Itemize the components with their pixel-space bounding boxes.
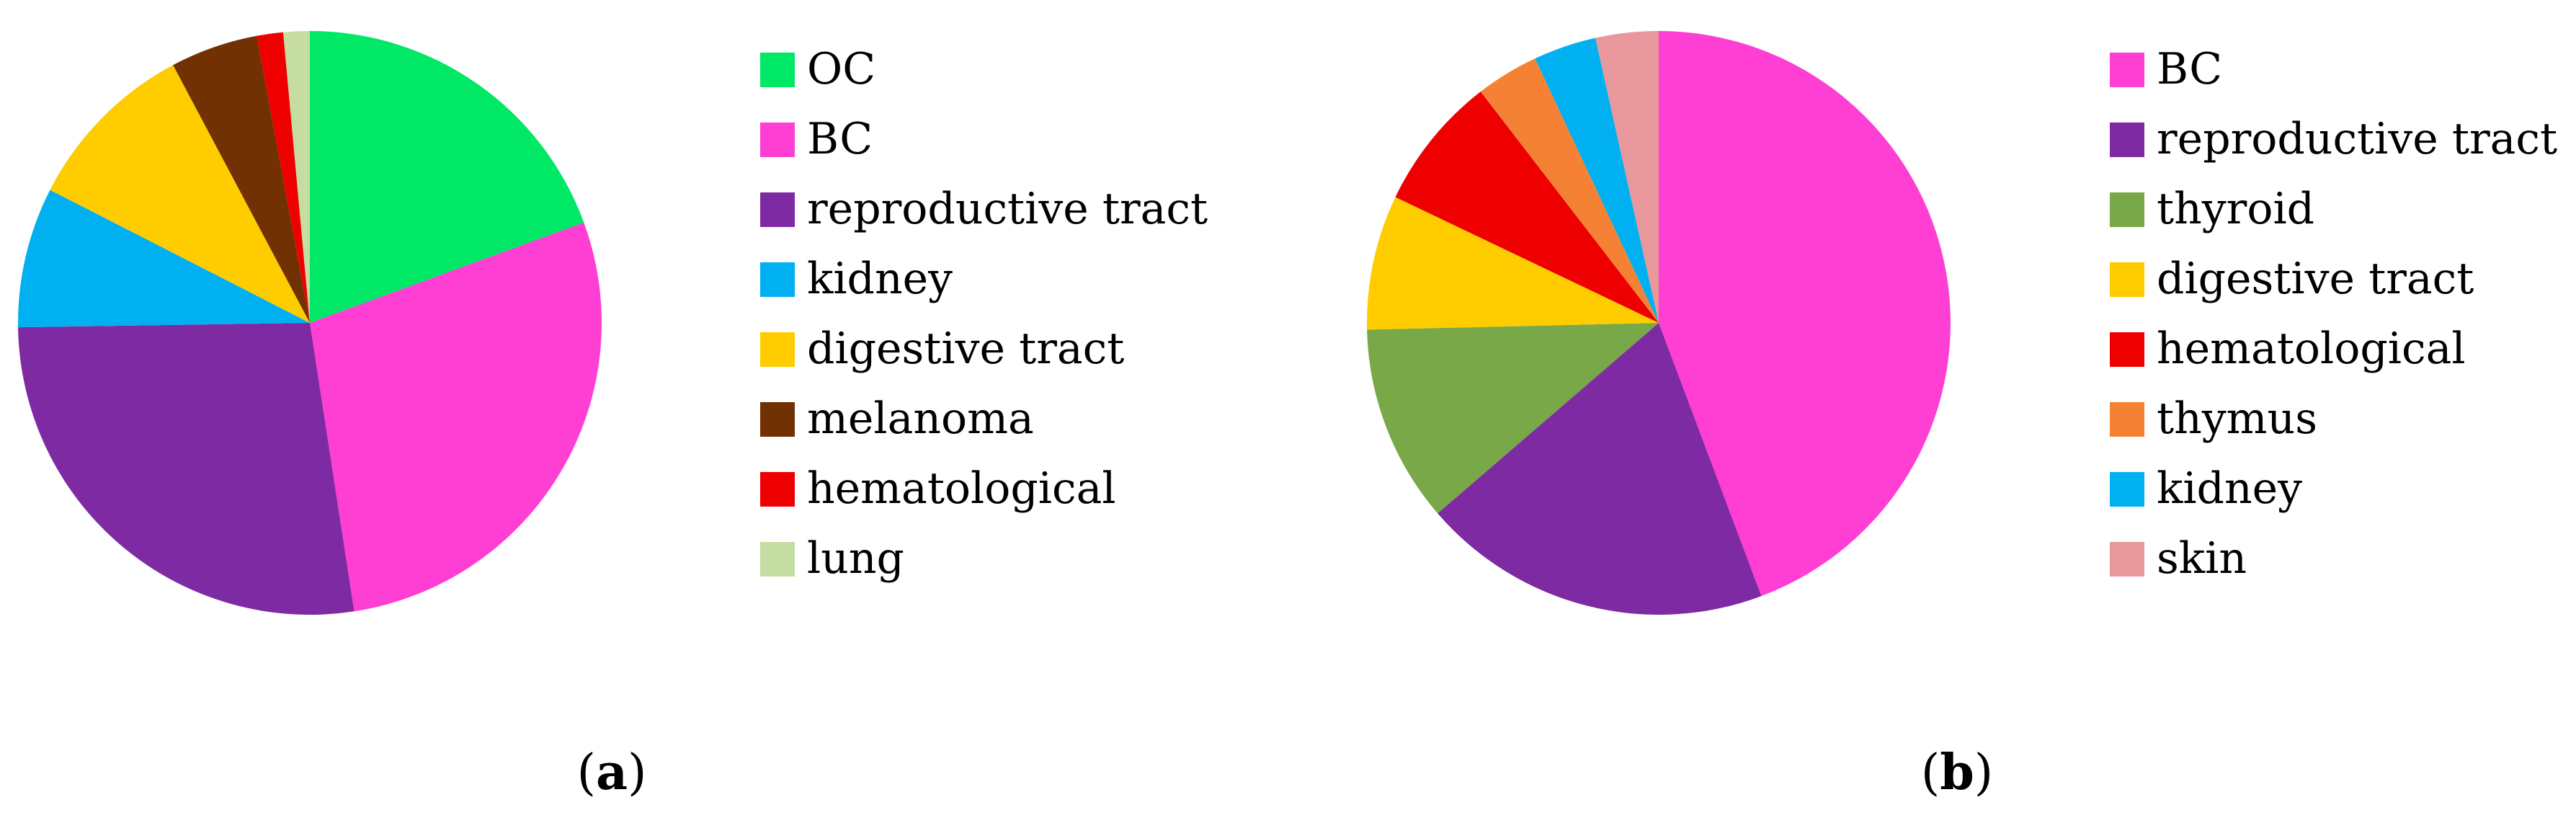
pie-slice-b-thyroid xyxy=(1367,323,1659,514)
panel-a: OC BC reproductive tract kidney digestive tr… xyxy=(18,30,1208,801)
pie-slice-a-kidney xyxy=(18,190,310,328)
legend-item-a-digestive-tract: digestive tract xyxy=(760,324,1124,374)
legend-item-b-kidney: kidney xyxy=(2110,463,2302,514)
legend-swatch-b-reproductive-tract xyxy=(2110,123,2144,157)
legend-label-b-reproductive-tract: reproductive tract xyxy=(2157,114,2557,164)
legend-label-a-hematological: hematological xyxy=(807,463,1116,514)
legend-item-b-thymus: thymus xyxy=(2110,393,2317,444)
pie-slice-a-oc xyxy=(310,31,584,323)
legend-swatch-a-oc xyxy=(760,53,795,87)
pie-slice-a-melanoma xyxy=(173,35,310,323)
legend-item-a-oc: OC xyxy=(760,44,875,94)
pie-slice-b-hematological xyxy=(1395,92,1659,324)
legend-swatch-b-digestive-tract xyxy=(2110,262,2144,297)
legend-item-b-reproductive-tract: reproductive tract xyxy=(2110,114,2557,164)
legend-item-b-skin: skin xyxy=(2110,533,2247,584)
pie-slice-a-reproductive-tract xyxy=(18,323,355,615)
legend-label-b-hematological: hematological xyxy=(2157,324,2466,374)
pie-slice-a-hematological xyxy=(257,32,310,323)
pie-slice-b-digestive-tract xyxy=(1366,197,1659,330)
legend-item-a-bc: BC xyxy=(760,114,873,164)
legend-label-b-bc: BC xyxy=(2157,44,2222,94)
panel-b: BC reproductive tract thyroid digestive tra… xyxy=(1366,31,2557,801)
legend-label-a-lung: lung xyxy=(807,533,904,584)
pie-slice-a-digestive-tract xyxy=(50,65,311,323)
pie-slice-b-bc xyxy=(1659,31,1951,597)
pie-slice-b-skin xyxy=(1595,31,1659,323)
legend-item-a-kidney: kidney xyxy=(760,254,953,304)
legend-swatch-a-hematological xyxy=(760,472,795,507)
caption-a-letter: a xyxy=(596,744,628,801)
legend-item-a-reproductive-tract: reproductive tract xyxy=(760,184,1208,234)
legend-swatch-b-skin xyxy=(2110,542,2144,577)
legend-item-a-melanoma: melanoma xyxy=(760,393,1034,444)
pie-slice-a-bc xyxy=(310,222,602,612)
pie-slice-b-kidney xyxy=(1535,37,1659,323)
legend-label-b-thymus: thymus xyxy=(2157,393,2317,444)
legend-item-b-hematological: hematological xyxy=(2110,324,2466,374)
legend-swatch-b-thymus xyxy=(2110,402,2144,437)
caption-b: (b) xyxy=(1921,744,1994,801)
legend-swatch-a-digestive-tract xyxy=(760,332,795,367)
pie-slice-b-thymus xyxy=(1480,58,1659,324)
legend-swatch-a-kidney xyxy=(760,262,795,297)
legend-swatch-b-thyroid xyxy=(2110,192,2144,227)
legend-label-a-bc: BC xyxy=(807,114,873,164)
legend-item-b-thyroid: thyroid xyxy=(2110,184,2314,234)
legend-label-a-digestive-tract: digestive tract xyxy=(807,324,1124,374)
legend-label-a-kidney: kidney xyxy=(807,254,953,304)
legend-swatch-b-kidney xyxy=(2110,472,2144,507)
pie-chart-a xyxy=(18,30,602,615)
pie-chart-b xyxy=(1366,31,1951,615)
legend-b: BC reproductive tract thyroid digestive tra… xyxy=(2110,44,2557,584)
legend-swatch-a-reproductive-tract xyxy=(760,192,795,227)
legend-label-b-digestive-tract: digestive tract xyxy=(2157,254,2474,304)
pie-slice-a-lung xyxy=(282,30,310,323)
legend-item-a-hematological: hematological xyxy=(760,463,1116,514)
legend-item-b-bc: BC xyxy=(2110,44,2222,94)
legend-label-a-melanoma: melanoma xyxy=(807,393,1034,444)
legend-item-a-lung: lung xyxy=(760,533,904,584)
legend-label-b-kidney: kidney xyxy=(2157,463,2302,514)
caption-b-letter: b xyxy=(1940,744,1974,801)
legend-swatch-a-melanoma xyxy=(760,402,795,437)
legend-label-a-reproductive-tract: reproductive tract xyxy=(807,184,1208,234)
caption-a: (a) xyxy=(576,744,646,801)
legend-swatch-a-lung xyxy=(760,542,795,577)
legend-swatch-a-bc xyxy=(760,123,795,157)
legend-item-b-digestive-tract: digestive tract xyxy=(2110,254,2474,304)
legend-swatch-b-hematological xyxy=(2110,332,2144,367)
legend-label-a-oc: OC xyxy=(807,44,875,94)
legend-label-b-thyroid: thyroid xyxy=(2157,184,2314,234)
legend-swatch-b-bc xyxy=(2110,53,2144,87)
pie-slice-b-reproductive-tract xyxy=(1438,323,1762,615)
legend-a: OC BC reproductive tract kidney digestive tr… xyxy=(760,44,1208,584)
legend-label-b-skin: skin xyxy=(2157,533,2247,584)
